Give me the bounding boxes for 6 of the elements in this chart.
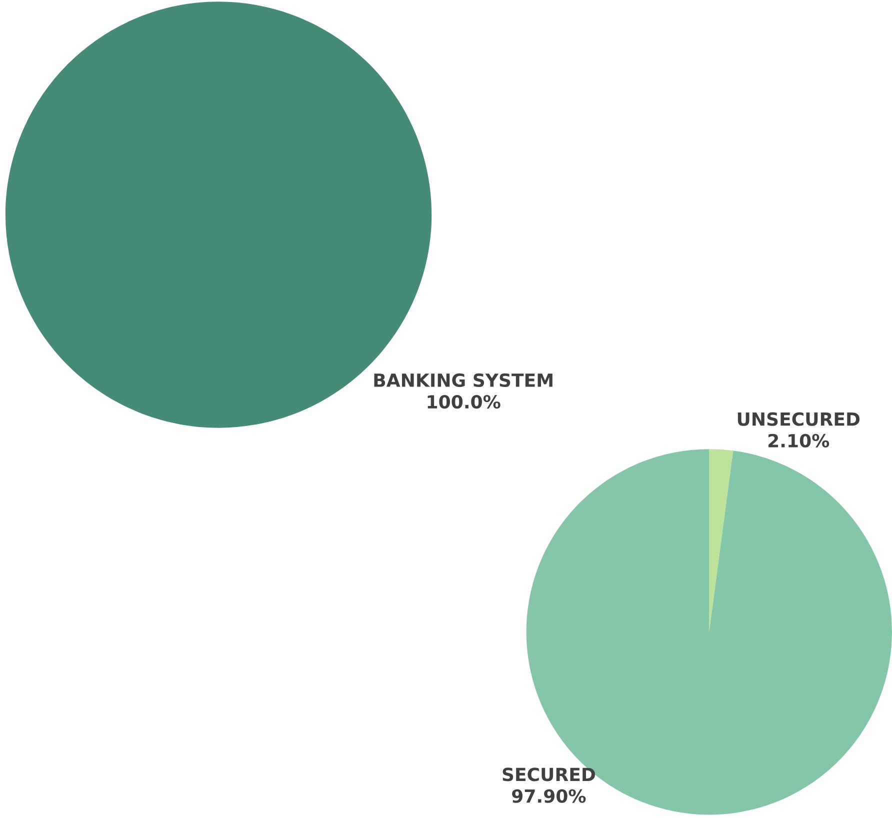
slice-label: UNSECURED [738, 412, 860, 426]
data-label: 97.90% [512, 789, 586, 803]
data-label: 2.10% [768, 434, 830, 448]
data-label: 100.0% [428, 394, 500, 409]
slice-label: SECURED [502, 768, 595, 782]
slice-label: BANKING SYSTEM [374, 373, 552, 388]
